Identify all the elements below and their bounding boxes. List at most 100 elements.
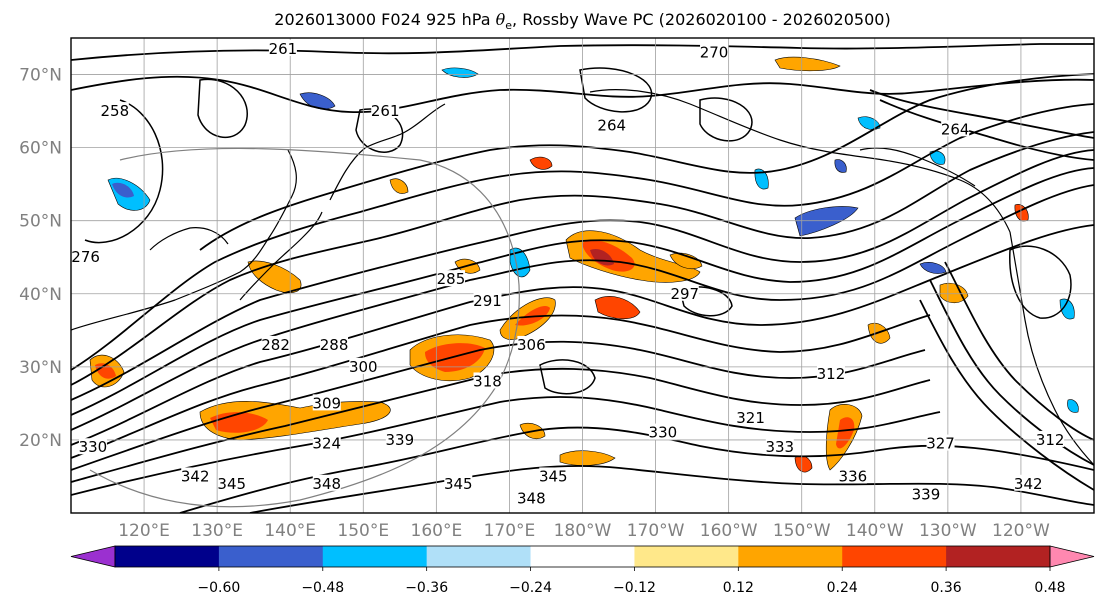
graticule xyxy=(71,38,1094,513)
lon-tick-label: 140°E xyxy=(264,521,316,541)
contour-label-bg xyxy=(648,423,677,440)
lon-tick-label: 170°E xyxy=(484,521,536,541)
shade-negative xyxy=(299,92,336,110)
contour-label: 261 xyxy=(371,102,400,120)
coastline xyxy=(239,211,323,301)
lon-tick-label: 170°W xyxy=(627,521,685,541)
shade-negative xyxy=(441,67,479,78)
contour-label-bg xyxy=(444,474,473,491)
contour-label-bg xyxy=(838,467,867,484)
contour-label-bg xyxy=(816,365,845,382)
lon-tick-label: 160°E xyxy=(411,521,463,541)
shade-negative xyxy=(112,182,134,198)
coastlines xyxy=(71,89,1094,466)
contour-label: 258 xyxy=(101,102,130,120)
contour-label-bg xyxy=(320,335,349,352)
colorbar-tick-label: −0.60 xyxy=(197,580,240,596)
contour-label-bg xyxy=(670,284,699,301)
contour-line xyxy=(579,67,653,113)
contour-line xyxy=(71,184,1094,431)
longitude-ticks: 120°E 130°E 140°E 150°E 160°E 170°E 180°W 170°W… xyxy=(118,521,1050,541)
contour-label-bg xyxy=(349,357,378,374)
contour-label-bg xyxy=(261,335,290,352)
coastline xyxy=(149,227,229,251)
contour-label: 336 xyxy=(839,467,868,485)
contour-label: 312 xyxy=(817,365,846,383)
title-theta: θ xyxy=(495,10,506,29)
contour-label-bg xyxy=(385,430,414,447)
lon-tick-label: 150°E xyxy=(337,521,389,541)
contour-label-bg xyxy=(700,43,729,60)
contour-line xyxy=(179,426,1094,513)
colorbar-extend-min xyxy=(70,545,116,568)
title-theta-sub: e xyxy=(505,19,513,33)
shade-positive xyxy=(669,252,703,269)
contour-line xyxy=(71,367,931,483)
contour-label-bg xyxy=(473,292,502,309)
lon-tick-label: 120°W xyxy=(992,521,1050,541)
contour-label-bg xyxy=(765,438,794,455)
contour-line xyxy=(879,99,1094,161)
map-layer: 261 270 258 261 264 264 276 282 288 285 291 297 300 3… xyxy=(71,38,1094,513)
contour-label-bg xyxy=(217,474,246,491)
shade-negative xyxy=(919,262,947,274)
contour-line xyxy=(1009,245,1072,319)
contour-label-bg xyxy=(926,434,955,451)
contour-label-bg xyxy=(941,120,970,137)
contour-line xyxy=(699,97,753,142)
contour-line xyxy=(197,78,248,139)
contour-label: 261 xyxy=(269,40,298,58)
reference-circle xyxy=(89,147,520,508)
contour-label-bg xyxy=(312,434,341,451)
contour-line xyxy=(71,43,1094,61)
contour-label-bg xyxy=(371,102,400,119)
contour-label: 333 xyxy=(765,438,794,456)
contour-label: 345 xyxy=(217,475,246,493)
coastline xyxy=(859,147,976,187)
lat-tick-label: 60°N xyxy=(19,139,62,159)
contour-line xyxy=(539,359,596,395)
contour-label: 339 xyxy=(386,431,415,449)
contour-line xyxy=(71,75,1094,113)
lon-tick-label: 140°W xyxy=(846,521,904,541)
contour-line xyxy=(919,299,1094,491)
contour-label: 276 xyxy=(71,248,100,266)
contour-label-bg xyxy=(597,116,626,133)
contour-label: 300 xyxy=(349,358,378,376)
coastline xyxy=(71,149,297,331)
contour-line xyxy=(869,89,1094,139)
contour-label-bg xyxy=(312,394,341,411)
colorbar-segment xyxy=(115,546,220,567)
contour-label: 345 xyxy=(539,467,568,485)
lon-tick-label: 130°W xyxy=(919,521,977,541)
contour-label: 330 xyxy=(79,438,108,456)
contour-label: 345 xyxy=(444,475,473,493)
lon-tick-label: 120°E xyxy=(118,521,170,541)
contour-label: 318 xyxy=(473,372,502,390)
colorbar-segment xyxy=(530,546,635,567)
title-prefix: 2026013000 F024 925 hPa xyxy=(274,10,496,29)
contour-label: 282 xyxy=(261,336,290,354)
contour-labels: 261 270 258 261 264 264 276 282 288 285 291 297 300 3… xyxy=(71,39,1065,507)
contour-label-bg xyxy=(1014,474,1043,491)
contour-label-bg xyxy=(181,467,210,484)
contour-label: 348 xyxy=(517,489,546,507)
lon-tick-label: 160°W xyxy=(700,521,758,541)
contour-line xyxy=(71,131,1094,386)
colorbar-tick-label: −0.36 xyxy=(405,580,448,596)
shade-negative xyxy=(794,206,859,237)
shade-negative xyxy=(754,168,769,190)
contour-line xyxy=(71,314,931,459)
contour-label: 330 xyxy=(649,424,678,442)
contour-line xyxy=(71,396,941,496)
colorbar-segment xyxy=(218,546,324,567)
contour-line xyxy=(679,286,733,317)
shade-positive xyxy=(594,296,641,320)
contour-label-bg xyxy=(736,409,765,425)
contour-label-bg xyxy=(517,489,546,506)
colorbar-tick-label: −0.24 xyxy=(509,580,552,596)
theta-e-contours xyxy=(71,43,1094,513)
contour-label-bg xyxy=(1036,430,1065,447)
shade-positive xyxy=(529,156,553,170)
